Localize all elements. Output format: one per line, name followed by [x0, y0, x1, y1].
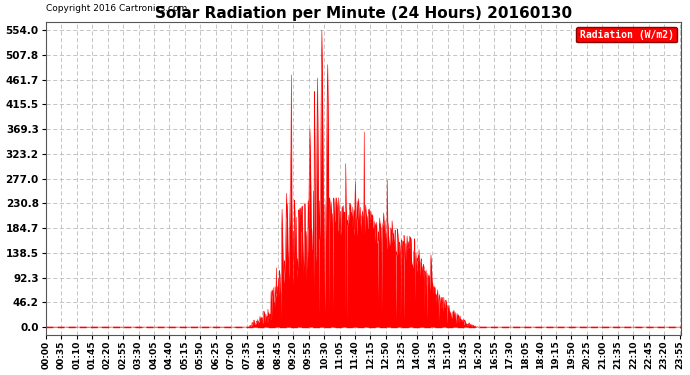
Legend: Radiation (W/m2): Radiation (W/m2): [575, 27, 677, 42]
Text: Copyright 2016 Cartronics.com: Copyright 2016 Cartronics.com: [46, 4, 187, 13]
Title: Solar Radiation per Minute (24 Hours) 20160130: Solar Radiation per Minute (24 Hours) 20…: [155, 6, 572, 21]
